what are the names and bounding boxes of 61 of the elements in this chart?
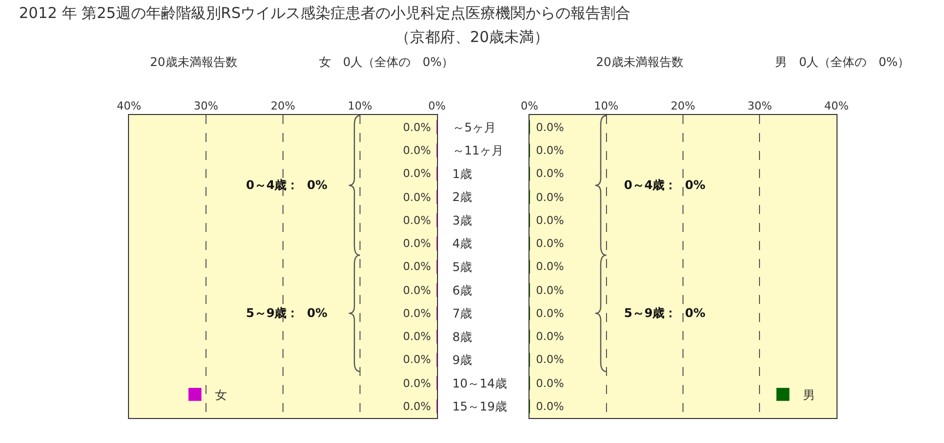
x-tick-label: 30% — [748, 100, 772, 113]
x-tick-label: 30% — [194, 100, 218, 113]
y-tick-label: ～11ヶ月 — [452, 144, 504, 158]
data-label: 0.0% — [403, 121, 431, 134]
data-label: 0.0% — [403, 284, 431, 297]
data-label: 0.0% — [536, 400, 564, 413]
annotation: 0～4歳： 0% — [624, 178, 706, 192]
data-label: 0.0% — [536, 121, 564, 134]
data-label: 0.0% — [536, 260, 564, 273]
data-label: 0.0% — [536, 330, 564, 343]
data-label: 0.0% — [536, 144, 564, 157]
data-label: 0.0% — [403, 307, 431, 320]
annotation: 5～9歳： 0% — [624, 306, 706, 320]
chart-title: 2012 年 第25週の年齢階級別RSウイルス感染症患者の小児科定点医療機関からの報告割合 — [19, 4, 631, 22]
x-tick-label: 40% — [116, 100, 142, 113]
x-tick-label: 20% — [670, 100, 696, 113]
y-tick-label: 5歳 — [452, 260, 472, 274]
data-label: 0.0% — [403, 400, 431, 413]
x-tick-label: 20% — [270, 100, 296, 113]
x-tick-label: 0% — [428, 100, 446, 113]
data-label: 0.0% — [536, 237, 564, 250]
y-tick-label: 8歳 — [452, 330, 472, 344]
data-label: 0.0% — [403, 260, 431, 273]
x-tick-label: 0% — [520, 100, 538, 113]
text: 女 0人（全体の 0%） — [319, 55, 454, 69]
data-label: 0.0% — [536, 191, 564, 204]
y-tick-label: 10～14歳 — [452, 376, 507, 390]
legend-label: 男 — [802, 388, 815, 402]
y-tick-label: 2歳 — [452, 190, 472, 204]
data-label: 0.0% — [403, 377, 431, 390]
data-label: 0.0% — [536, 377, 564, 390]
y-tick-label: 7歳 — [452, 306, 472, 321]
y-tick-label: 4歳 — [452, 236, 472, 251]
annotation: 0～4歳： 0% — [246, 178, 328, 192]
data-label: 0.0% — [403, 353, 431, 366]
data-label: 0.0% — [536, 353, 564, 366]
y-tick-label: 6歳 — [452, 283, 472, 298]
y-tick-label: 9歳 — [452, 353, 472, 368]
data-label: 0.0% — [403, 167, 431, 180]
data-label: 0.0% — [403, 144, 431, 157]
data-label: 0.0% — [403, 214, 431, 227]
y-tick-label: 1歳 — [452, 166, 472, 181]
x-tick-label: 10% — [594, 100, 618, 113]
data-label: 0.0% — [536, 214, 564, 227]
y-tick-label: ～5ヶ月 — [452, 120, 496, 134]
legend-label: 女 — [214, 388, 227, 402]
x-tick-label: 10% — [348, 100, 372, 113]
data-label: 0.0% — [536, 167, 564, 180]
x-tick-label: 40% — [824, 100, 849, 113]
data-label: 0.0% — [403, 330, 431, 343]
data-label: 0.0% — [403, 191, 431, 204]
text: 20歳未満報告数 — [596, 55, 684, 69]
data-label: 0.0% — [403, 237, 431, 250]
text: 20歳未満報告数 — [150, 55, 238, 69]
data-label: 0.0% — [536, 284, 564, 297]
text: （京都府、20歳未満） — [395, 28, 550, 46]
annotation: 5～9歳： 0% — [246, 306, 328, 320]
y-tick-label: 15～19歳 — [452, 400, 507, 414]
y-tick-label: 3歳 — [452, 213, 472, 228]
text: 男 0人（全体の 0%） — [775, 55, 910, 69]
data-label: 0.0% — [536, 307, 564, 320]
